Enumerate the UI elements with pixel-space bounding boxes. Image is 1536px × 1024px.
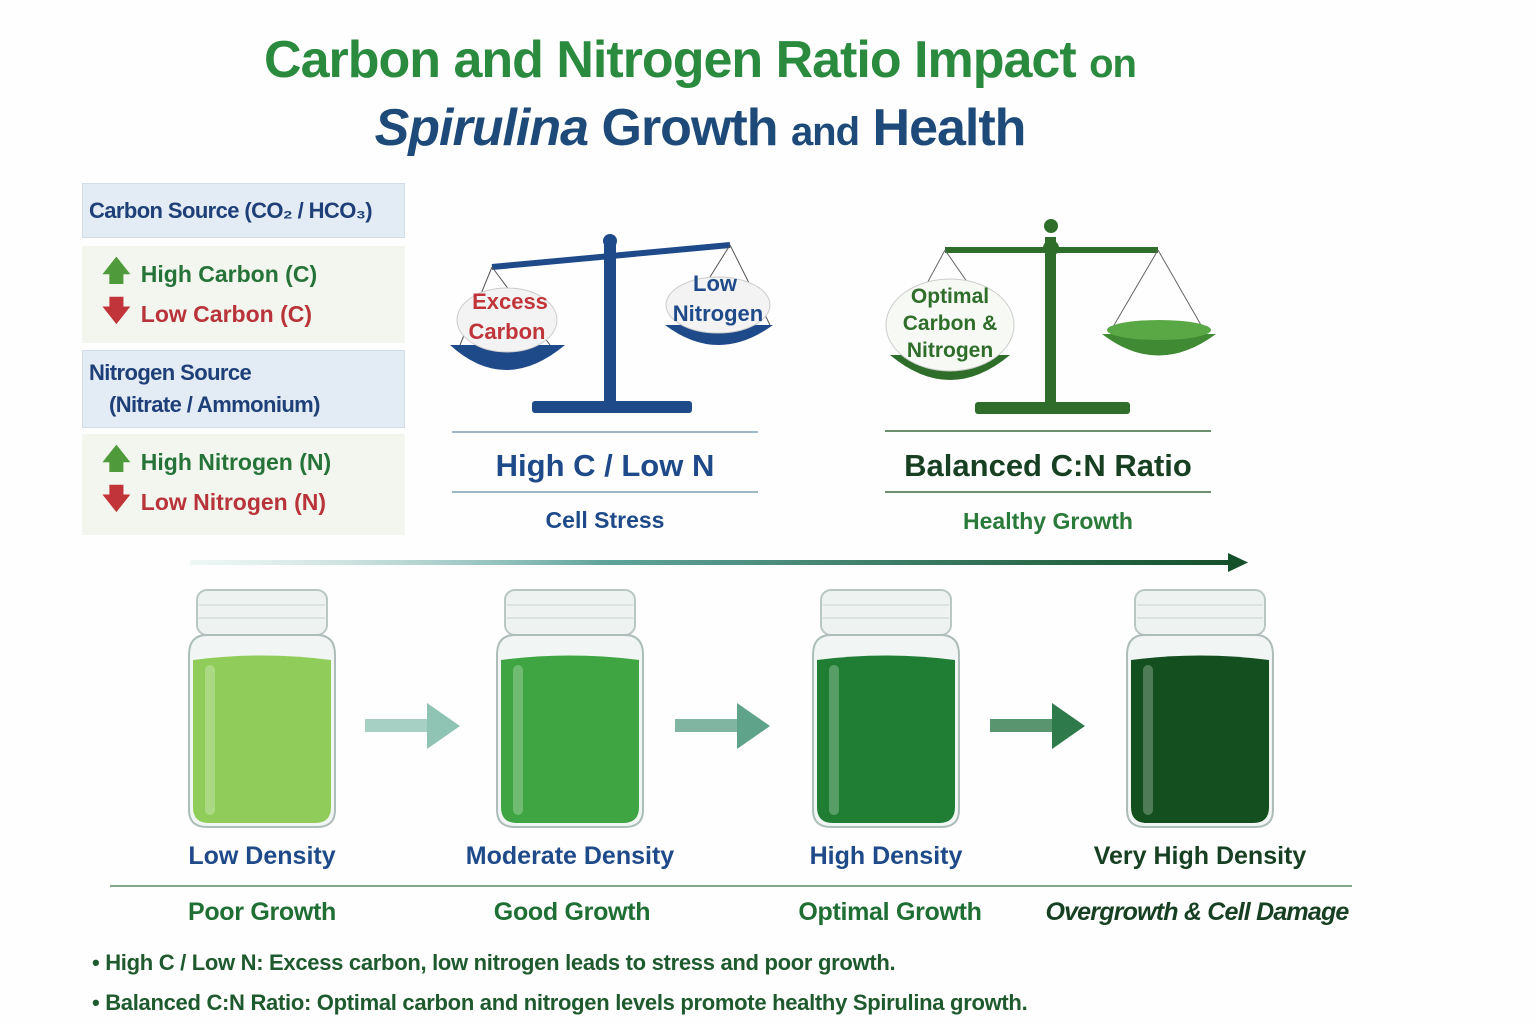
culture-jar-icon [496, 589, 644, 828]
balanced-ratio-title: Balanced C:N Ratio [904, 448, 1192, 483]
optimal-label: Optimal [911, 285, 989, 308]
nitrogen-label: Nitrogen [907, 339, 993, 362]
progression-arrow-icon [190, 553, 1248, 572]
density-label: Moderate Density [465, 842, 675, 870]
cell-stress-label: Cell Stress [545, 507, 665, 533]
title-line-1: Carbon and Nitrogen Ratio Impact on [0, 30, 1400, 90]
unbalanced-scale-icon: Excess Carbon Low Nitrogen [450, 234, 773, 413]
title-spirulina: Spirulina [374, 99, 589, 157]
low-label: Low [693, 271, 738, 296]
excess-label: Excess [472, 289, 548, 314]
divider [885, 491, 1211, 493]
jar-liquid [501, 655, 639, 823]
jar-liquid [193, 655, 331, 823]
divider [452, 491, 758, 493]
jar-liquid [1131, 655, 1269, 823]
balanced-scale-icon: Optimal Carbon & Nitrogen [885, 219, 1216, 414]
culture-jar-icon [1126, 589, 1274, 828]
growth-label: Good Growth [493, 898, 651, 926]
low-nitrogen-label: Low Nitrogen (N) [140, 488, 327, 515]
title-health: Health [872, 99, 1027, 157]
title-on: on [1089, 42, 1137, 86]
note-high-c: • High C / Low N: Excess carbon, low nit… [92, 950, 896, 975]
jar-liquid [817, 655, 955, 823]
divider [452, 431, 758, 433]
high-c-low-n-title: High C / Low N [495, 448, 715, 483]
density-label: Low Density [188, 842, 336, 870]
arrow-right-icon [675, 703, 770, 749]
note-balanced: • Balanced C:N Ratio: Optimal carbon and… [92, 990, 1028, 1015]
high-nitrogen-label: High Nitrogen (N) [140, 448, 332, 475]
nitrogen-label: Nitrogen [673, 301, 763, 326]
carbon-source-header: Carbon Source (CO₂ / HCO₃) [82, 183, 405, 238]
arrow-up-icon: 🡅 [102, 255, 131, 286]
healthy-growth-label: Healthy Growth [963, 508, 1133, 534]
growth-label: Poor Growth [187, 898, 337, 926]
title-growth: Growth [601, 99, 779, 157]
nitrogen-source-header: Nitrogen Source (Nitrate / Ammonium) [82, 350, 405, 428]
nitrogen-levels: 🡅 High Nitrogen (N) 🡇 Low Nitrogen (N) [82, 434, 405, 535]
title-and: and [790, 110, 860, 154]
growth-label: Optimal Growth [798, 898, 982, 926]
arrow-right-icon [990, 703, 1085, 749]
carbon-label: Carbon [469, 319, 546, 344]
divider [110, 885, 1352, 887]
arrow-right-icon [365, 703, 460, 749]
title-main: Carbon and Nitrogen Ratio Impact [264, 31, 1077, 89]
carbon-levels: 🡅 High Carbon (C) 🡇 Low Carbon (C) [82, 246, 405, 343]
arrow-up-icon: 🡅 [102, 443, 131, 474]
arrow-down-icon: 🡇 [102, 483, 131, 514]
nitrogen-header-line1: Nitrogen Source [89, 360, 252, 385]
culture-jar-icon [812, 589, 960, 828]
low-carbon-label: Low Carbon (C) [140, 300, 312, 327]
carbon-and-label: Carbon & [903, 312, 998, 335]
title-line-2: Spirulina Growth and Health [0, 98, 1400, 158]
arrow-down-icon: 🡇 [102, 295, 131, 326]
high-carbon-label: High Carbon (C) [140, 260, 318, 287]
culture-jar-icon [188, 589, 336, 828]
density-label: High Density [809, 842, 963, 870]
growth-label: Overgrowth & Cell Damage [1045, 898, 1349, 926]
density-label: Very High Density [1093, 842, 1307, 870]
nitrogen-header-line2: (Nitrate / Ammonium) [109, 392, 320, 417]
divider [885, 430, 1211, 432]
